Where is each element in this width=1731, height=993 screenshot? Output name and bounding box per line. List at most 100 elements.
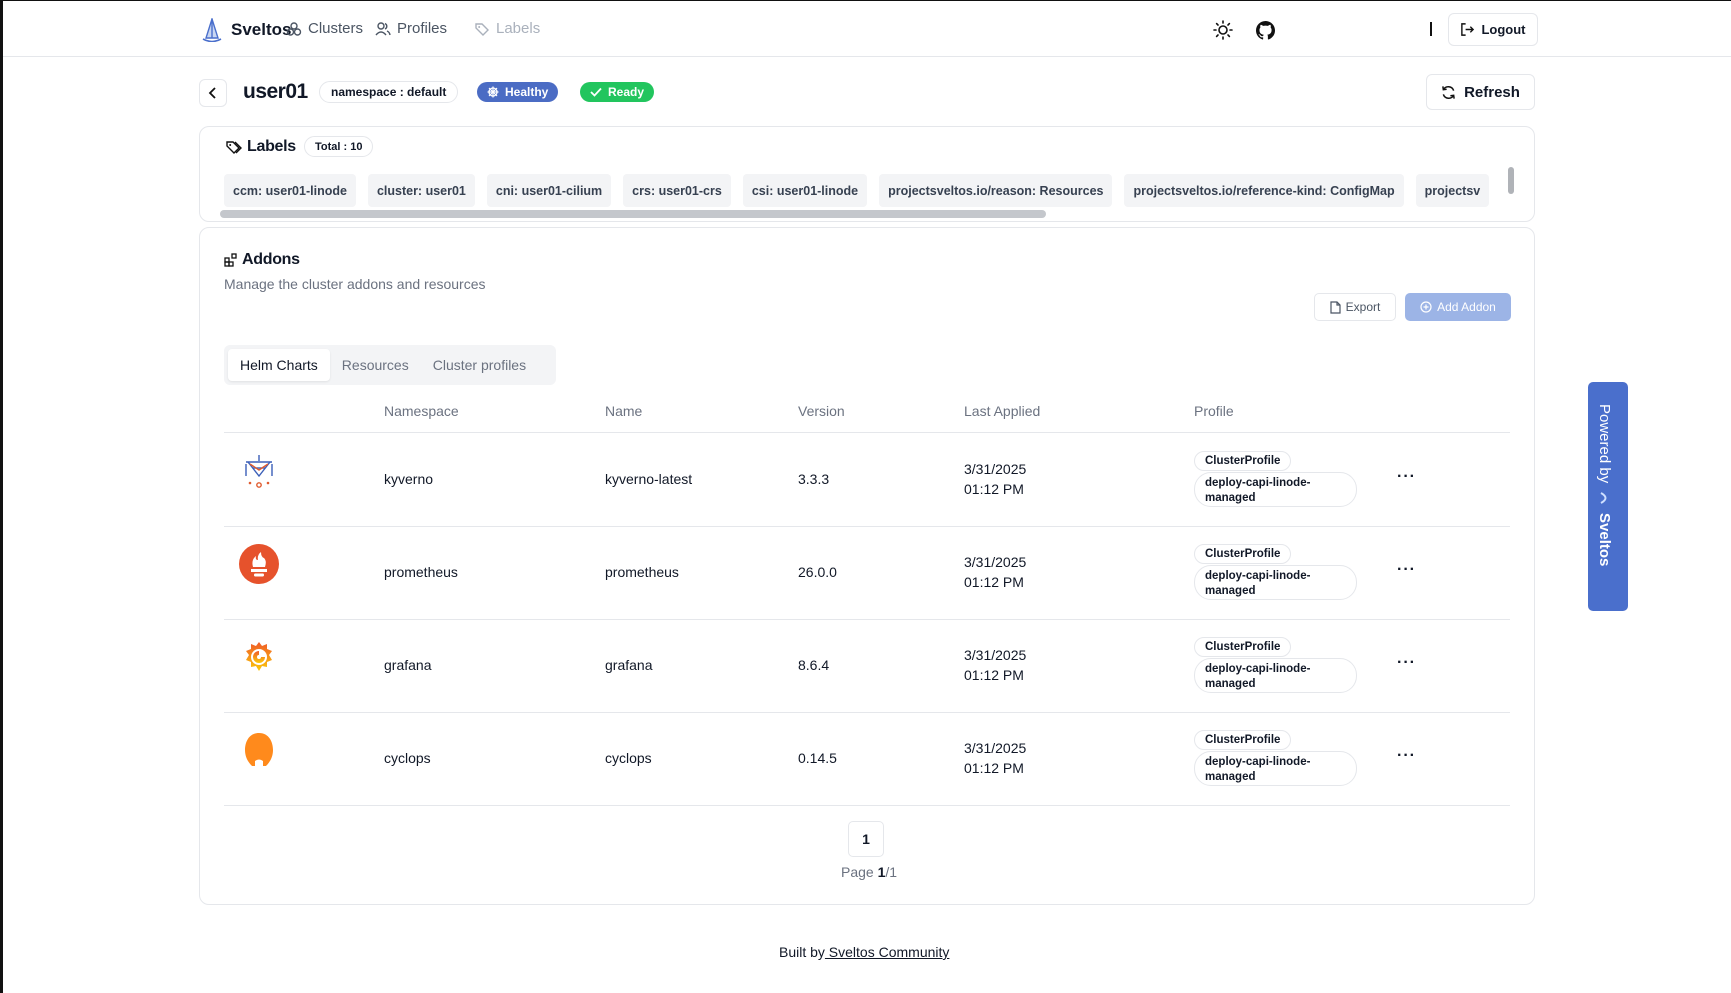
labels-vertical-scrollbar[interactable] [1508,167,1514,194]
label-chip: projectsveltos.io/reference-kind: Config… [1124,174,1404,207]
column-last-applied: Last Applied [964,403,1041,419]
table-header: Namespace Name Version Last Applied Prof… [224,391,1510,433]
kyverno-logo-icon [238,450,280,492]
page-prefix: Page [841,864,878,880]
row-name: kyverno-latest [605,471,693,487]
grafana-logo-icon [238,636,280,678]
powered-by-text: Powered by Sveltos [1596,404,1613,567]
row-time: 01:12 PM [964,760,1024,776]
nav-labels-label: Labels [496,20,541,37]
tab-helm-charts[interactable]: Helm Charts [228,349,330,381]
profile-name-badge[interactable]: deploy-capi-linode-managed [1194,751,1357,786]
profile-kind-badge: ClusterProfile [1194,637,1292,657]
labels-overflow-mask [1500,167,1534,211]
row-version: 26.0.0 [798,564,837,580]
column-version: Version [798,403,845,419]
labels-list: ccm: user01-linode cluster: user01 cni: … [224,174,1490,207]
sveltos-logo-icon [1599,492,1606,505]
export-button[interactable]: Export [1314,293,1396,321]
prometheus-logo-icon [238,543,280,585]
top-navbar: Sveltos Clusters Profiles Labels [3,0,1731,57]
labels-card: Labels Total : 10 ccm: user01-linode clu… [199,126,1535,222]
label-chip: cluster: user01 [367,174,475,207]
profile-name-badge[interactable]: deploy-capi-linode-managed [1194,472,1357,507]
github-icon[interactable] [1254,19,1276,41]
nav-clusters[interactable]: Clusters [286,20,363,37]
profile-name-badge[interactable]: deploy-capi-linode-managed [1194,658,1357,693]
add-addon-label: Add Addon [1437,300,1496,314]
row-name: cyclops [605,750,652,766]
tab-resources[interactable]: Resources [341,357,409,373]
table-row[interactable]: kyverno kyverno-latest 3.3.3 3/31/2025 0… [224,434,1510,527]
label-chip: ccm: user01-linode [224,174,356,207]
column-namespace: Namespace [384,403,459,419]
chevron-left-icon [208,87,216,99]
sveltos-logo-icon [202,18,222,42]
page-indicator: Page 1/1 [841,864,897,880]
logout-button[interactable]: Logout [1448,13,1538,46]
column-name: Name [605,403,643,419]
table-row[interactable]: cyclops cyclops 0.14.5 3/31/2025 01:12 P… [224,713,1510,806]
nav-profiles-label: Profiles [397,20,448,37]
label-chip: projectsveltos.io/reason: Resources [879,174,1113,207]
addons-subtitle: Manage the cluster addons and resources [224,276,486,292]
plus-circle-icon [1420,301,1432,313]
theme-toggle-sun-icon[interactable] [1212,19,1234,41]
row-name: grafana [605,657,653,673]
row-actions-menu[interactable]: ··· [1397,561,1416,578]
addons-tabs: Helm Charts Resources Cluster profiles [224,345,556,385]
clusters-icon [286,21,302,36]
status-label: Ready [608,85,645,99]
addons-title: Addons [242,251,300,268]
row-namespace: grafana [384,657,432,673]
status-badge: Ready [580,82,655,102]
label-chip: projectsv [1415,174,1490,207]
page-total: /1 [885,864,898,880]
brand-name: Sveltos [231,20,292,39]
row-date: 3/31/2025 [964,461,1027,477]
row-version: 8.6.4 [798,657,830,673]
profile-kind-badge: ClusterProfile [1194,730,1292,750]
row-actions-menu[interactable]: ··· [1397,468,1416,485]
footer-community-link[interactable]: Sveltos Community [824,944,950,960]
namespace-badge: namespace : default [319,81,459,103]
footer: Built by Sveltos Community [779,944,949,960]
label-chip: csi: user01-linode [742,174,868,207]
labels-title: Labels [247,138,296,155]
refresh-label: Refresh [1464,83,1520,101]
row-name: prometheus [605,564,679,580]
table-row[interactable]: prometheus prometheus 26.0.0 3/31/2025 0… [224,527,1510,620]
column-profile: Profile [1194,403,1234,419]
row-namespace: cyclops [384,750,431,766]
powered-by-sveltos-tab[interactable]: Powered by Sveltos [1588,382,1628,611]
logout-icon [1461,23,1475,36]
page-number-button[interactable]: 1 [848,821,884,857]
labels-horizontal-scrollbar[interactable] [220,210,1046,218]
back-button[interactable] [199,79,227,107]
nav-profiles[interactable]: Profiles [375,20,447,37]
page-current: 1 [877,864,886,880]
add-addon-button[interactable]: Add Addon [1405,293,1511,321]
helm-wheel-icon [487,86,499,98]
row-date: 3/31/2025 [964,554,1027,570]
profile-name-badge[interactable]: deploy-capi-linode-managed [1194,565,1357,600]
row-actions-menu[interactable]: ··· [1397,747,1416,764]
label-chip: crs: user01-crs [623,174,731,207]
refresh-icon [1442,85,1455,99]
brand-logo[interactable]: Sveltos [201,18,291,42]
addons-heading: Addons [224,251,300,269]
row-actions-menu[interactable]: ··· [1397,654,1416,671]
table-row[interactable]: grafana grafana 8.6.4 3/31/2025 01:12 PM… [224,620,1510,713]
row-time: 01:12 PM [964,574,1024,590]
refresh-button[interactable]: Refresh [1426,74,1535,110]
tab-cluster-profiles[interactable]: Cluster profiles [432,357,527,373]
nav-labels[interactable]: Labels [474,20,540,37]
powered-by-prefix: Powered by [1596,404,1613,484]
tag-icon [475,22,489,36]
export-label: Export [1345,300,1381,314]
health-badge: Healthy [477,82,559,102]
row-namespace: kyverno [384,471,434,487]
profile-kind-badge: ClusterProfile [1194,451,1292,471]
labels-total-badge: Total : 10 [304,136,374,157]
row-time: 01:12 PM [964,667,1024,683]
